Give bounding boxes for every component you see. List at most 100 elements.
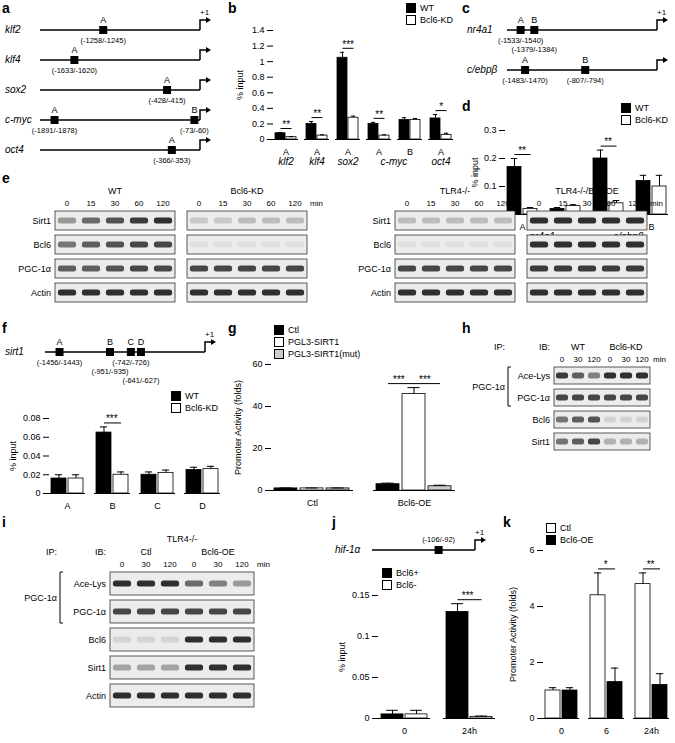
svg-text:**: ** xyxy=(282,119,290,130)
svg-text:PGC-1α: PGC-1α xyxy=(18,264,51,274)
svg-text:***: *** xyxy=(393,374,405,385)
svg-text:(-428/-415): (-428/-415) xyxy=(149,96,187,105)
svg-text:D: D xyxy=(138,337,145,347)
svg-text:A: A xyxy=(52,105,58,115)
svg-text:B: B xyxy=(407,147,413,157)
svg-text:B: B xyxy=(191,105,197,115)
svg-text:30: 30 xyxy=(574,355,583,364)
svg-text:0: 0 xyxy=(259,134,264,144)
svg-text:**: ** xyxy=(518,145,526,156)
svg-text:0: 0 xyxy=(405,199,410,208)
svg-text:D: D xyxy=(199,501,206,511)
svg-text:PGC-1α: PGC-1α xyxy=(358,264,391,274)
svg-text:B: B xyxy=(648,222,654,232)
svg-text:0: 0 xyxy=(402,726,407,736)
svg-text:PGC-1α: PGC-1α xyxy=(73,607,106,617)
svg-text:6: 6 xyxy=(604,726,609,736)
svg-text:**: ** xyxy=(313,108,321,119)
svg-text:(-807/-794): (-807/-794) xyxy=(567,76,605,85)
svg-text:IB:: IB: xyxy=(95,547,106,557)
svg-text:30: 30 xyxy=(451,199,460,208)
svg-text:sox2: sox2 xyxy=(5,84,27,95)
svg-text:(-951/-935): (-951/-935) xyxy=(91,367,129,376)
svg-text:*: * xyxy=(604,559,608,570)
svg-text:15: 15 xyxy=(427,199,436,208)
svg-text:A: A xyxy=(519,222,525,232)
svg-text:(-73/-60): (-73/-60) xyxy=(180,126,209,135)
svg-text:IB:: IB: xyxy=(539,342,550,352)
svg-text:24h: 24h xyxy=(462,726,477,736)
svg-text:(-1379/-1384): (-1379/-1384) xyxy=(512,45,558,54)
svg-text:sox2: sox2 xyxy=(337,156,359,167)
svg-text:0.2: 0.2 xyxy=(252,119,265,129)
svg-text:+1: +1 xyxy=(475,528,485,537)
svg-text:30: 30 xyxy=(214,560,223,569)
svg-text:0: 0 xyxy=(364,713,369,723)
svg-text:0.08: 0.08 xyxy=(23,413,41,423)
svg-text:**: ** xyxy=(375,109,383,120)
svg-text:60: 60 xyxy=(607,199,616,208)
svg-text:120: 120 xyxy=(288,199,302,208)
svg-text:(-366/-353): (-366/-353) xyxy=(153,156,191,165)
svg-text:IP:: IP: xyxy=(494,342,505,352)
svg-text:Sirt1: Sirt1 xyxy=(32,216,51,226)
svg-text:0.02: 0.02 xyxy=(23,470,41,480)
svg-text:WT: WT xyxy=(108,186,122,196)
svg-text:6: 6 xyxy=(529,545,534,555)
svg-text:A: A xyxy=(522,55,528,65)
svg-text:0: 0 xyxy=(197,199,202,208)
svg-text:Actin: Actin xyxy=(86,691,106,701)
svg-text:A: A xyxy=(164,75,170,85)
svg-text:60: 60 xyxy=(267,199,276,208)
svg-text:2: 2 xyxy=(529,657,534,667)
svg-text:C: C xyxy=(128,337,135,347)
svg-text:0.2: 0.2 xyxy=(484,153,497,163)
svg-text:15: 15 xyxy=(87,199,96,208)
svg-text:30: 30 xyxy=(243,199,252,208)
svg-text:***: *** xyxy=(419,374,431,385)
svg-text:Actin: Actin xyxy=(31,288,51,298)
svg-text:0: 0 xyxy=(559,726,564,736)
svg-text:30: 30 xyxy=(622,355,631,364)
svg-text:% input: % input xyxy=(337,641,347,672)
svg-text:PGC-1α: PGC-1α xyxy=(472,382,505,392)
svg-text:***: *** xyxy=(106,413,118,424)
svg-text:oct4: oct4 xyxy=(432,156,451,167)
svg-text:Ctl: Ctl xyxy=(141,547,152,557)
svg-text:Ace-Lys: Ace-Lys xyxy=(518,371,551,381)
svg-text:Bcl6: Bcl6 xyxy=(373,240,391,250)
svg-text:c-myc: c-myc xyxy=(5,114,32,125)
svg-text:PGC-1α: PGC-1α xyxy=(24,593,57,603)
svg-text:120: 120 xyxy=(635,355,649,364)
svg-text:Sirt1: Sirt1 xyxy=(87,663,106,673)
svg-text:IP:: IP: xyxy=(46,547,57,557)
svg-text:0.8: 0.8 xyxy=(252,72,265,82)
svg-text:sirt1: sirt1 xyxy=(5,346,24,357)
svg-text:A: A xyxy=(100,15,106,25)
svg-text:TLR4-/-: TLR4-/- xyxy=(167,534,198,544)
svg-text:WT: WT xyxy=(571,342,585,352)
svg-text:1: 1 xyxy=(259,57,264,67)
svg-text:min: min xyxy=(310,199,323,208)
svg-text:Promoter Activity (folds): Promoter Activity (folds) xyxy=(508,587,518,682)
svg-text:A: A xyxy=(57,337,63,347)
svg-text:+1: +1 xyxy=(657,8,667,17)
svg-text:0: 0 xyxy=(120,560,125,569)
svg-text:0.15: 0.15 xyxy=(352,590,370,600)
svg-text:1.4: 1.4 xyxy=(252,25,265,35)
svg-text:Bcl6-KD: Bcl6-KD xyxy=(609,342,643,352)
svg-text:0: 0 xyxy=(65,199,70,208)
svg-text:120: 120 xyxy=(628,199,642,208)
svg-text:Ctl: Ctl xyxy=(307,498,318,508)
svg-text:Promoter Activity (folds): Promoter Activity (folds) xyxy=(233,380,243,475)
svg-text:Ace-Lys: Ace-Lys xyxy=(74,579,107,589)
svg-text:0: 0 xyxy=(608,355,613,364)
svg-text:% input: % input xyxy=(235,69,245,100)
svg-text:15: 15 xyxy=(219,199,228,208)
svg-text:Bcl6: Bcl6 xyxy=(33,240,51,250)
svg-text:0: 0 xyxy=(35,488,40,498)
svg-text:min: min xyxy=(653,355,666,364)
svg-text:0.1: 0.1 xyxy=(484,181,497,191)
svg-text:(-106/-92): (-106/-92) xyxy=(422,535,455,544)
svg-text:min: min xyxy=(257,560,270,569)
